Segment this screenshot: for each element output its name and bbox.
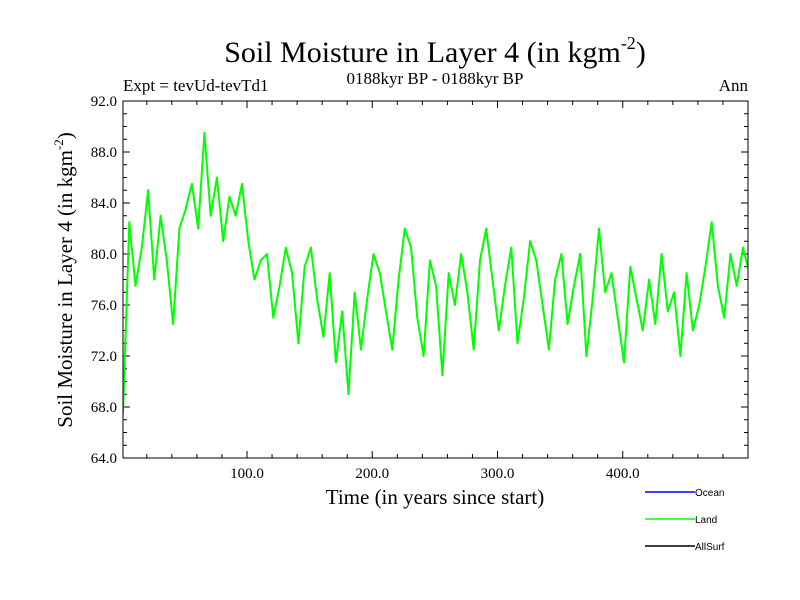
legend-label-land: Land — [695, 515, 717, 526]
x-tick-label: 200.0 — [355, 466, 389, 482]
y-tick-label: 68.0 — [91, 400, 117, 416]
y-tick-label: 76.0 — [91, 298, 117, 314]
x-axis-label: Time (in years since start) — [326, 485, 545, 509]
chart-title: Soil Moisture in Layer 4 (in kgm-2) — [224, 33, 646, 69]
series-layer — [123, 131, 748, 414]
y-tick-label: 80.0 — [91, 247, 117, 263]
x-tick-label: 300.0 — [481, 466, 515, 482]
y-tick-label: 84.0 — [91, 196, 117, 212]
y-tick-label: 92.0 — [91, 94, 117, 110]
x-tick-label: 100.0 — [230, 466, 264, 482]
x-ticks — [146, 101, 724, 458]
y-tick-label: 64.0 — [91, 451, 117, 467]
x-tick-label: 400.0 — [606, 466, 640, 482]
legend: Ocean Land AllSurf — [645, 488, 725, 553]
y-tick-label: 72.0 — [91, 349, 117, 365]
y-tick-label: 88.0 — [91, 145, 117, 161]
series-line-land — [123, 131, 748, 414]
plot-frame — [122, 100, 749, 459]
legend-label-ocean: Ocean — [695, 488, 724, 499]
y-tick-labels: 64.0 68.0 72.0 76.0 80.0 84.0 88.0 92.0 — [91, 94, 117, 467]
legend-label-allsurf: AllSurf — [695, 542, 725, 553]
chart-subtitle: 0188kyr BP - 0188kyr BP — [347, 69, 524, 88]
x-tick-labels: 100.0 200.0 300.0 400.0 — [230, 466, 640, 482]
y-axis-label: Soil Moisture in Layer 4 (in kgm-2) — [51, 132, 77, 427]
season-label: Ann — [719, 76, 749, 95]
experiment-label: Expt = tevUd-tevTd1 — [123, 76, 269, 95]
svg-text:Soil Moisture in Layer 4 (in k: Soil Moisture in Layer 4 (in kgm-2) — [51, 132, 77, 427]
